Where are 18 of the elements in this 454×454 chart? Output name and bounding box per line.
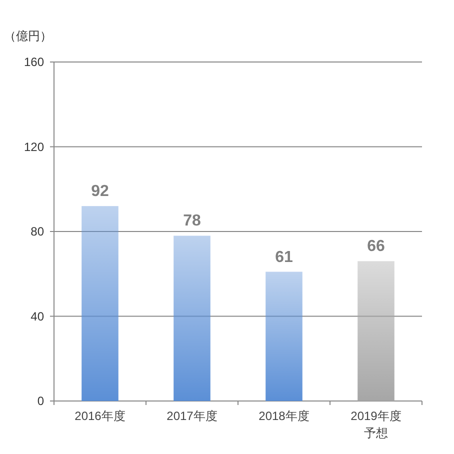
data-label: 61 bbox=[275, 248, 293, 266]
bar bbox=[174, 236, 210, 401]
x-tick-label: 2018年度 bbox=[258, 409, 310, 423]
y-tick-label: 40 bbox=[30, 309, 44, 324]
data-label: 66 bbox=[367, 238, 385, 256]
data-label: 78 bbox=[183, 212, 201, 230]
x-tick-label: 2016年度 bbox=[74, 409, 126, 423]
y-tick-label: 120 bbox=[24, 140, 44, 154]
bar bbox=[266, 272, 302, 401]
y-tick-label: 80 bbox=[30, 224, 44, 238]
bar bbox=[82, 206, 118, 401]
bar bbox=[358, 261, 394, 401]
y-axis-title: （億円） bbox=[4, 29, 52, 43]
y-tick-label: 160 bbox=[24, 55, 44, 69]
x-tick-label: 2017年度 bbox=[166, 409, 218, 423]
x-tick-label: 2019年度予想 bbox=[350, 409, 402, 440]
y-tick-label: 0 bbox=[37, 394, 44, 408]
data-label: 92 bbox=[91, 183, 109, 200]
